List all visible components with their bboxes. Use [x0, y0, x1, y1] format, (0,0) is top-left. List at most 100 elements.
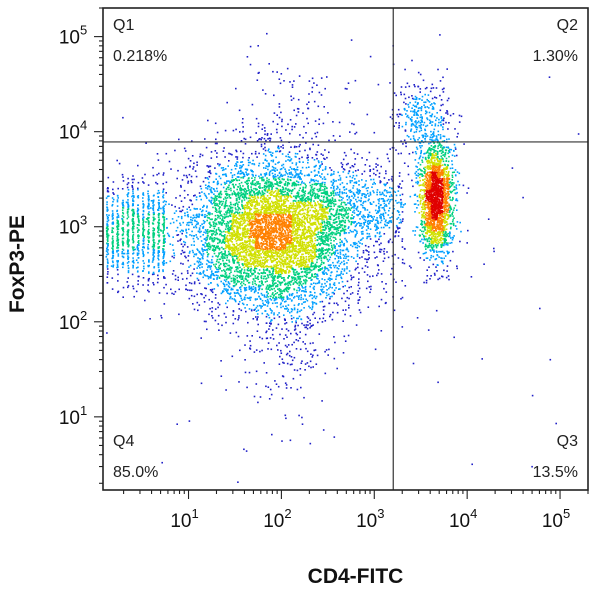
event-point	[347, 172, 350, 175]
event-point	[366, 274, 369, 276]
event-point	[340, 261, 343, 264]
event-point	[305, 276, 308, 278]
event-point	[258, 247, 261, 250]
event-point	[269, 137, 272, 140]
event-point	[347, 202, 349, 204]
event-point	[367, 258, 370, 261]
event-point	[241, 235, 244, 237]
event-point	[251, 246, 253, 248]
event-point	[323, 291, 325, 293]
event-point	[245, 182, 248, 185]
event-point	[222, 150, 225, 152]
event-point	[287, 308, 290, 311]
event-point	[268, 228, 271, 231]
event-point	[169, 243, 172, 245]
event-point	[227, 215, 229, 218]
event-point	[284, 184, 286, 186]
event-point	[241, 201, 243, 203]
event-point	[299, 239, 301, 241]
event-point	[281, 191, 284, 193]
event-point	[333, 282, 336, 284]
event-point	[337, 171, 339, 174]
event-point	[312, 268, 315, 271]
event-point	[279, 237, 282, 240]
event-point	[276, 187, 278, 190]
event-point	[257, 232, 260, 234]
event-point	[254, 217, 256, 220]
event-point	[258, 269, 261, 271]
event-point	[232, 262, 235, 264]
event-point	[293, 184, 296, 187]
event-point	[284, 196, 286, 198]
event-point	[247, 186, 249, 188]
event-point	[361, 204, 364, 207]
event-point	[284, 230, 286, 233]
event-point	[304, 301, 306, 303]
event-point	[291, 232, 293, 234]
event-point	[345, 203, 348, 206]
event-point	[180, 243, 183, 245]
event-point	[266, 244, 269, 246]
event-point	[215, 223, 217, 225]
event-point	[192, 166, 195, 168]
event-point	[294, 200, 297, 202]
event-point	[257, 215, 260, 218]
event-point	[297, 296, 300, 299]
event-point	[309, 241, 312, 244]
event-point	[275, 258, 277, 261]
event-point	[258, 229, 260, 231]
event-point	[284, 193, 286, 196]
event-point	[186, 176, 188, 179]
event-point	[267, 266, 270, 268]
event-point	[246, 258, 249, 261]
event-point	[283, 211, 286, 213]
event-point	[192, 251, 194, 254]
event-point	[228, 259, 230, 262]
event-point	[181, 249, 184, 252]
event-point	[145, 142, 147, 144]
event-point	[287, 193, 289, 195]
event-point	[296, 206, 298, 209]
event-point	[380, 273, 383, 275]
event-point	[244, 294, 247, 296]
event-point	[255, 184, 257, 187]
event-point	[374, 229, 377, 231]
event-point	[343, 262, 346, 265]
event-point	[213, 274, 216, 277]
event-point	[301, 194, 304, 197]
event-point	[239, 295, 242, 298]
event-point	[249, 247, 251, 249]
event-point	[206, 214, 208, 217]
event-point	[230, 287, 233, 290]
event-point	[151, 245, 154, 248]
event-point	[237, 260, 239, 262]
event-point	[341, 229, 343, 232]
event-point	[245, 213, 248, 216]
event-point	[249, 136, 252, 139]
event-point	[286, 256, 289, 259]
event-point	[250, 222, 253, 224]
event-point	[253, 258, 255, 260]
event-point	[191, 203, 194, 206]
event-point	[262, 304, 265, 306]
event-point	[311, 223, 313, 226]
event-point	[270, 239, 273, 242]
event-point	[296, 217, 299, 220]
event-point	[175, 230, 178, 232]
event-point	[254, 229, 257, 232]
event-point	[196, 208, 198, 210]
event-point	[295, 209, 297, 212]
event-point	[269, 232, 272, 235]
event-point	[330, 244, 333, 247]
event-point	[230, 280, 233, 283]
event-point	[277, 190, 280, 193]
event-point	[290, 168, 293, 170]
event-point	[266, 250, 269, 252]
event-point	[278, 275, 280, 277]
event-point	[216, 211, 218, 213]
event-point	[224, 273, 227, 275]
event-point	[187, 157, 190, 160]
event-point	[236, 211, 239, 213]
event-point	[211, 317, 214, 319]
event-point	[240, 176, 242, 179]
